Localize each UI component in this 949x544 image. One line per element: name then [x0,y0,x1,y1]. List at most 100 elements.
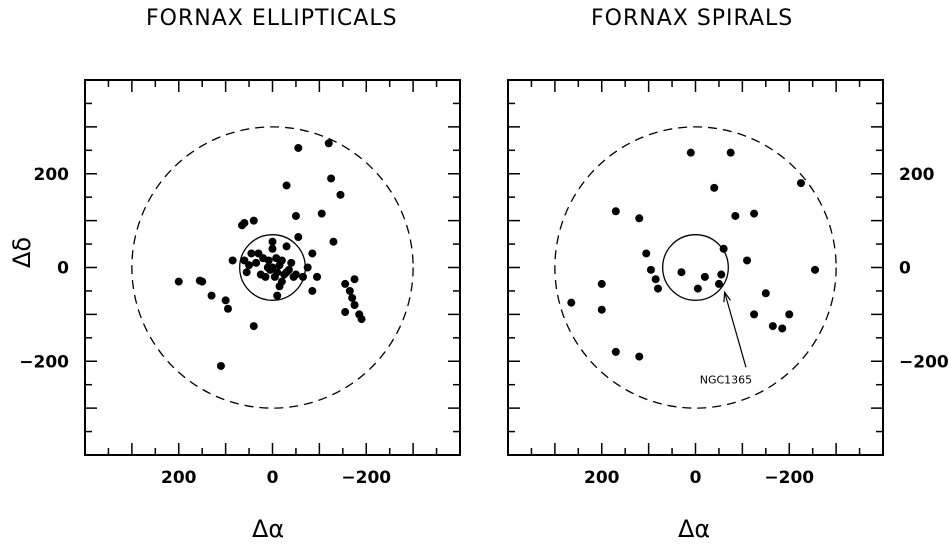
x-axis-label-left: Δα [252,515,285,543]
data-point [350,301,359,309]
data-point [221,296,230,305]
y-tick-label: 200 [899,165,935,185]
data-point [811,265,820,274]
data-point [261,272,270,281]
outer-dashed-circle [554,126,837,409]
data-point [635,214,644,223]
data-point [287,258,296,267]
y-tick-label: 0 [899,259,911,279]
y-tick-label: 0 [57,259,69,279]
annotation-arrowhead [723,290,731,303]
data-point [611,207,620,216]
data-point [264,256,273,265]
data-point [778,324,787,333]
data-point [642,249,651,258]
data-point [611,347,620,356]
annotation-label-ngc1365: NGC1365 [700,373,752,386]
data-point [298,272,307,281]
data-point [761,289,770,298]
data-point [282,268,291,277]
y-tick-label: 200 [34,165,70,185]
x-tick-label: 0 [267,468,279,488]
data-point [282,242,291,251]
y-tick-label: −200 [19,352,69,372]
data-point [294,143,303,152]
data-point [294,233,303,242]
data-point [282,181,291,190]
data-point [308,249,317,258]
data-point [646,265,655,274]
data-point [240,218,249,227]
x-tick-label: 200 [161,468,197,488]
data-point [651,275,660,284]
data-point [228,256,237,265]
data-point [597,305,606,314]
data-point [719,244,728,253]
data-point [324,139,333,148]
data-point [677,268,686,277]
data-point [273,268,282,277]
x-tick-label: −200 [764,468,814,488]
panel-title-spirals: FORNAX SPIRALS [591,6,794,31]
y-tick-label: −200 [899,352,949,372]
data-point [174,277,183,286]
inner-circle [662,234,729,301]
data-point [207,291,216,300]
data-point [223,304,232,313]
data-point [700,272,709,281]
data-point [341,308,350,317]
data-point [635,352,644,361]
data-point [247,249,256,258]
data-point [268,237,277,246]
data-point [327,174,336,183]
data-point [750,310,759,319]
x-axis-label-right: Δα [678,515,711,543]
outer-dashed-circle [131,126,414,409]
data-point [277,277,286,286]
panel-title-ellipticals: FORNAX ELLIPTICALS [146,6,398,31]
data-point [273,291,282,300]
data-point [654,284,662,293]
data-point [291,211,300,220]
data-point [317,209,326,218]
data-point [710,183,719,192]
x-tick-label: −200 [341,468,391,488]
data-point [357,315,366,324]
data-point [336,190,345,199]
data-point [348,293,357,302]
data-point [277,256,286,265]
data-point [308,286,317,295]
data-point [345,286,354,295]
data-point [693,284,702,293]
plot-frame [507,79,884,456]
data-point [597,279,606,288]
data-point [714,279,723,288]
annotation-arrow-line [724,292,747,368]
data-point [686,148,695,157]
data-point [796,179,805,188]
data-point [252,258,261,267]
data-point [249,216,258,225]
data-point [245,261,254,270]
data-point [198,277,207,286]
data-point [567,298,576,307]
data-point [731,211,740,220]
data-point [268,244,277,253]
data-point [341,279,350,288]
data-point [726,148,735,157]
data-point [750,209,759,218]
data-point [743,256,752,265]
data-point [768,322,777,331]
data-point [242,268,251,277]
data-point [350,275,359,284]
data-point [785,310,794,319]
data-point [291,270,300,279]
data-point [249,322,258,331]
data-point [216,361,225,370]
data-point [329,237,338,246]
x-tick-label: 200 [584,468,620,488]
data-point [313,272,322,281]
data-point [303,263,312,272]
data-point [717,270,726,279]
